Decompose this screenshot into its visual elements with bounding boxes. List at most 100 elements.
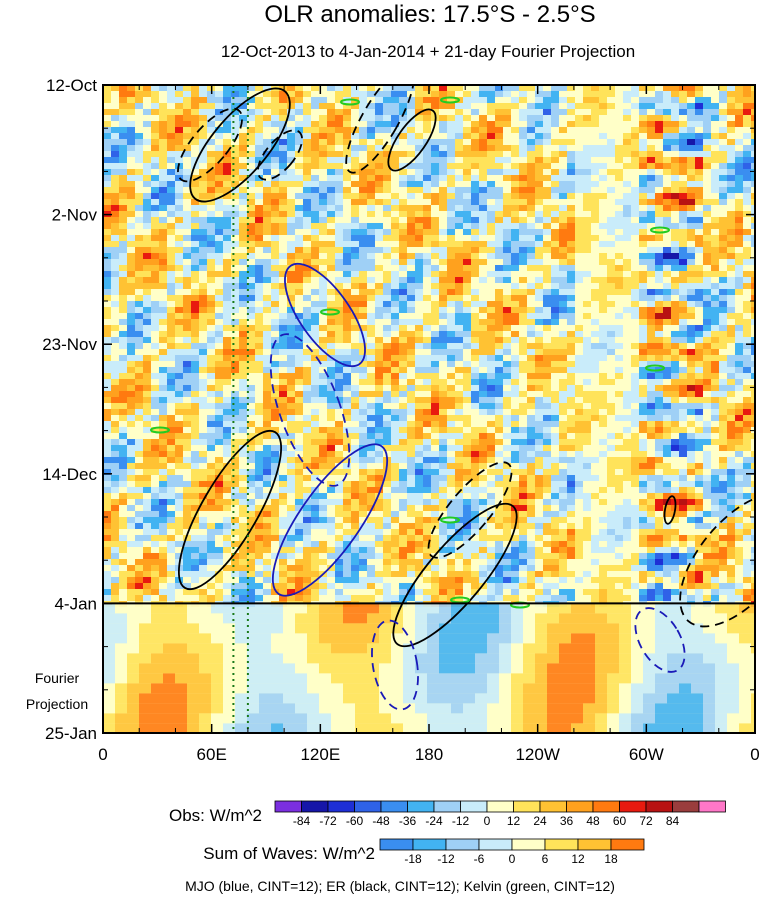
- field-cell: [431, 319, 439, 325]
- field-cell: [263, 229, 271, 235]
- field-cell: [591, 235, 599, 241]
- field-cell: [167, 475, 175, 481]
- field-cell: [143, 223, 151, 229]
- field-cell: [463, 469, 471, 475]
- field-cell: [191, 313, 199, 319]
- field-cell: [111, 361, 119, 367]
- field-cell: [159, 391, 167, 397]
- field-cell: [271, 229, 279, 235]
- field-cell: [103, 169, 111, 175]
- field-cell: [735, 259, 743, 265]
- field-cell: [175, 295, 183, 301]
- field-cell: [535, 421, 543, 427]
- field-cell: [535, 289, 543, 295]
- field-cell: [631, 127, 639, 133]
- field-cell: [271, 391, 279, 397]
- field-cell: [751, 517, 755, 523]
- field-cell: [495, 193, 503, 199]
- field-cell: [335, 151, 343, 157]
- field-cell: [167, 277, 175, 283]
- field-cell: [103, 499, 111, 505]
- field-cell: [359, 325, 367, 331]
- field-cell: [623, 181, 631, 187]
- field-cell: [687, 391, 695, 397]
- field-cell: [535, 367, 543, 373]
- field-cell: [439, 445, 447, 451]
- field-cell: [695, 181, 703, 187]
- field-cell: [263, 91, 271, 97]
- field-cell: [687, 439, 695, 445]
- field-cell: [135, 301, 143, 307]
- field-cell: [167, 121, 175, 127]
- field-cell: [343, 247, 351, 253]
- field-cell: [263, 193, 271, 199]
- field-cell: [311, 397, 319, 403]
- field-cell: [719, 415, 727, 421]
- field-cell: [191, 427, 199, 433]
- field-cell: [703, 481, 711, 487]
- field-cell: [639, 355, 647, 361]
- field-cell: [511, 499, 519, 505]
- field-cell: [639, 421, 647, 427]
- field-cell: [399, 535, 407, 541]
- field-cell: [535, 475, 543, 481]
- field-cell: [359, 409, 367, 415]
- field-cell: [183, 91, 191, 97]
- field-cell: [375, 157, 383, 163]
- field-cell: [103, 193, 111, 199]
- field-cell: [631, 193, 639, 199]
- field-cell: [455, 193, 463, 199]
- field-cell: [487, 97, 495, 103]
- field-cell: [399, 433, 407, 439]
- field-cell: [359, 265, 367, 271]
- field-cell: [327, 409, 335, 415]
- field-cell: [663, 403, 671, 409]
- field-cell: [191, 295, 199, 301]
- field-cell: [319, 523, 327, 529]
- field-cell: [583, 229, 591, 235]
- field-cell: [735, 223, 743, 229]
- field-cell: [343, 439, 351, 445]
- field-cell: [431, 385, 439, 391]
- field-cell: [599, 289, 607, 295]
- field-cell: [687, 271, 695, 277]
- field-cell: [631, 157, 639, 163]
- field-cell: [671, 409, 679, 415]
- field-cell: [495, 523, 503, 529]
- field-cell: [391, 511, 399, 517]
- field-cell: [679, 313, 687, 319]
- field-cell: [359, 175, 367, 181]
- field-cell: [247, 295, 255, 301]
- field-cell: [567, 157, 575, 163]
- field-cell: [447, 139, 455, 145]
- field-cell: [639, 391, 647, 397]
- field-cell: [479, 85, 487, 91]
- field-cell: [447, 145, 455, 151]
- field-cell: [183, 103, 191, 109]
- field-cell: [423, 163, 431, 169]
- field-cell: [159, 409, 167, 415]
- field-cell: [663, 295, 671, 301]
- field-cell: [407, 469, 415, 475]
- field-cell: [639, 457, 647, 463]
- field-cell: [447, 481, 455, 487]
- field-cell: [351, 325, 359, 331]
- field-cell: [207, 223, 215, 229]
- field-cell: [687, 487, 695, 493]
- field-cell: [103, 205, 111, 211]
- field-cell: [199, 457, 207, 463]
- field-cell: [495, 121, 503, 127]
- field-cell: [551, 535, 559, 541]
- field-cell: [127, 445, 135, 451]
- field-cell: [503, 259, 511, 265]
- field-cell: [703, 133, 711, 139]
- field-cell: [551, 121, 559, 127]
- field-cell: [519, 163, 527, 169]
- field-cell: [375, 223, 383, 229]
- field-cell: [255, 103, 263, 109]
- field-cell: [287, 397, 295, 403]
- field-cell: [727, 415, 735, 421]
- field-cell: [383, 85, 391, 91]
- field-cell: [199, 259, 207, 265]
- field-cell: [711, 217, 719, 223]
